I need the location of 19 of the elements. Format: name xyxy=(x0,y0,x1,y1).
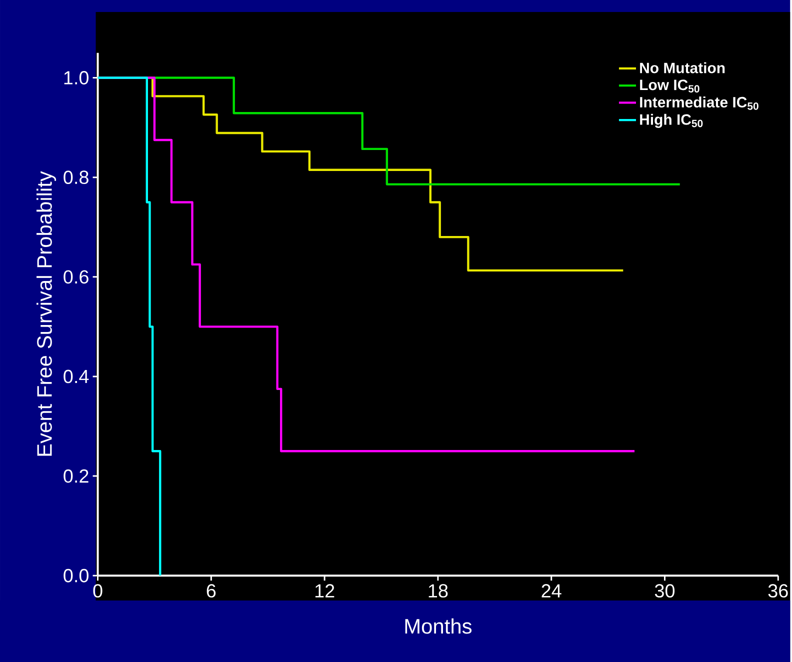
legend-label: Low IC$_{50}$ xyxy=(640,79,700,92)
y-tick-label: 0.0 xyxy=(64,568,89,582)
legend-label: No Mutation xyxy=(640,62,725,74)
legend-label: High IC$_{50}$ xyxy=(640,114,703,128)
x-tick-label: 0 xyxy=(93,584,102,598)
x-tick-label: 24 xyxy=(542,584,562,598)
x-tick-label: 36 xyxy=(768,584,788,598)
y-tick-label: 0.2 xyxy=(64,469,88,483)
y-tick-label: 0.8 xyxy=(64,170,88,184)
x-axis-title: Months xyxy=(405,618,472,634)
legend-label: Intermediate IC$_{50}$ xyxy=(640,96,758,110)
y-axis-title: Event Free Survival Probability xyxy=(36,170,56,456)
x-tick-label: 12 xyxy=(315,584,334,598)
x-tick-label: 18 xyxy=(428,584,448,598)
x-tick-label: 6 xyxy=(206,584,216,598)
y-tick-label: 0.4 xyxy=(64,370,89,383)
x-tick-label: 30 xyxy=(654,584,675,598)
y-tick-label: 0.6 xyxy=(64,270,88,284)
y-tick-label: 1.0 xyxy=(64,70,89,84)
